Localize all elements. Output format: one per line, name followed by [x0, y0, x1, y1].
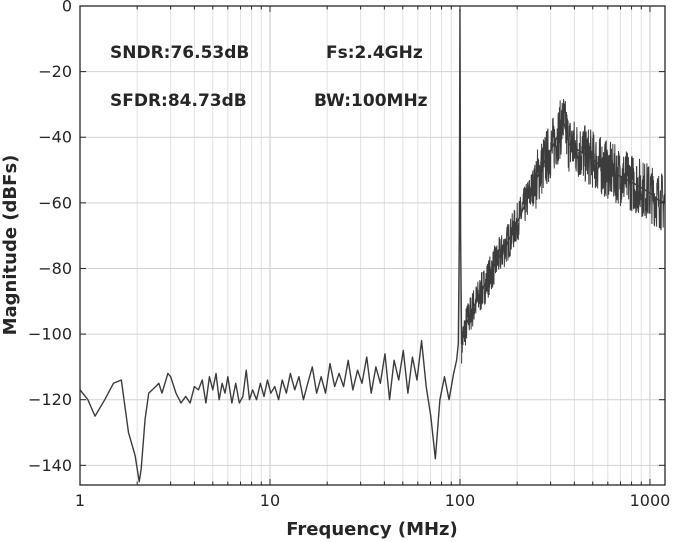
x-tick-label: 1 [75, 491, 85, 510]
spectrum-noise-band [461, 99, 666, 364]
plot-frame [79, 5, 666, 486]
y-tick-label: −80 [38, 259, 72, 278]
y-tick-label: −60 [38, 193, 72, 212]
sndr-annotation: SNDR:76.53dB [110, 43, 249, 63]
grid [79, 6, 665, 485]
y-tick-label: −140 [28, 456, 72, 475]
y-tick-label: −20 [38, 62, 72, 81]
y-tick-label: −40 [38, 128, 72, 147]
x-tick-label: 10 [260, 491, 280, 510]
y-tick-label: −120 [28, 390, 72, 409]
y-tick-label: −100 [28, 325, 72, 344]
series-layer [79, 8, 666, 483]
x-tick-label: 1000 [630, 491, 671, 510]
x-axis-label: Frequency (MHz) [286, 519, 458, 540]
fs-annotation: Fs:2.4GHz [326, 43, 423, 63]
spectrum-line [79, 8, 666, 483]
y-axis-label: Magnitude (dBFs) [0, 155, 21, 336]
y-tick-label: 0 [62, 0, 72, 16]
sfdr-annotation: SFDR:84.73dB [110, 91, 247, 111]
x-tick-label: 100 [445, 491, 476, 510]
bw-annotation: BW:100MHz [314, 91, 428, 111]
